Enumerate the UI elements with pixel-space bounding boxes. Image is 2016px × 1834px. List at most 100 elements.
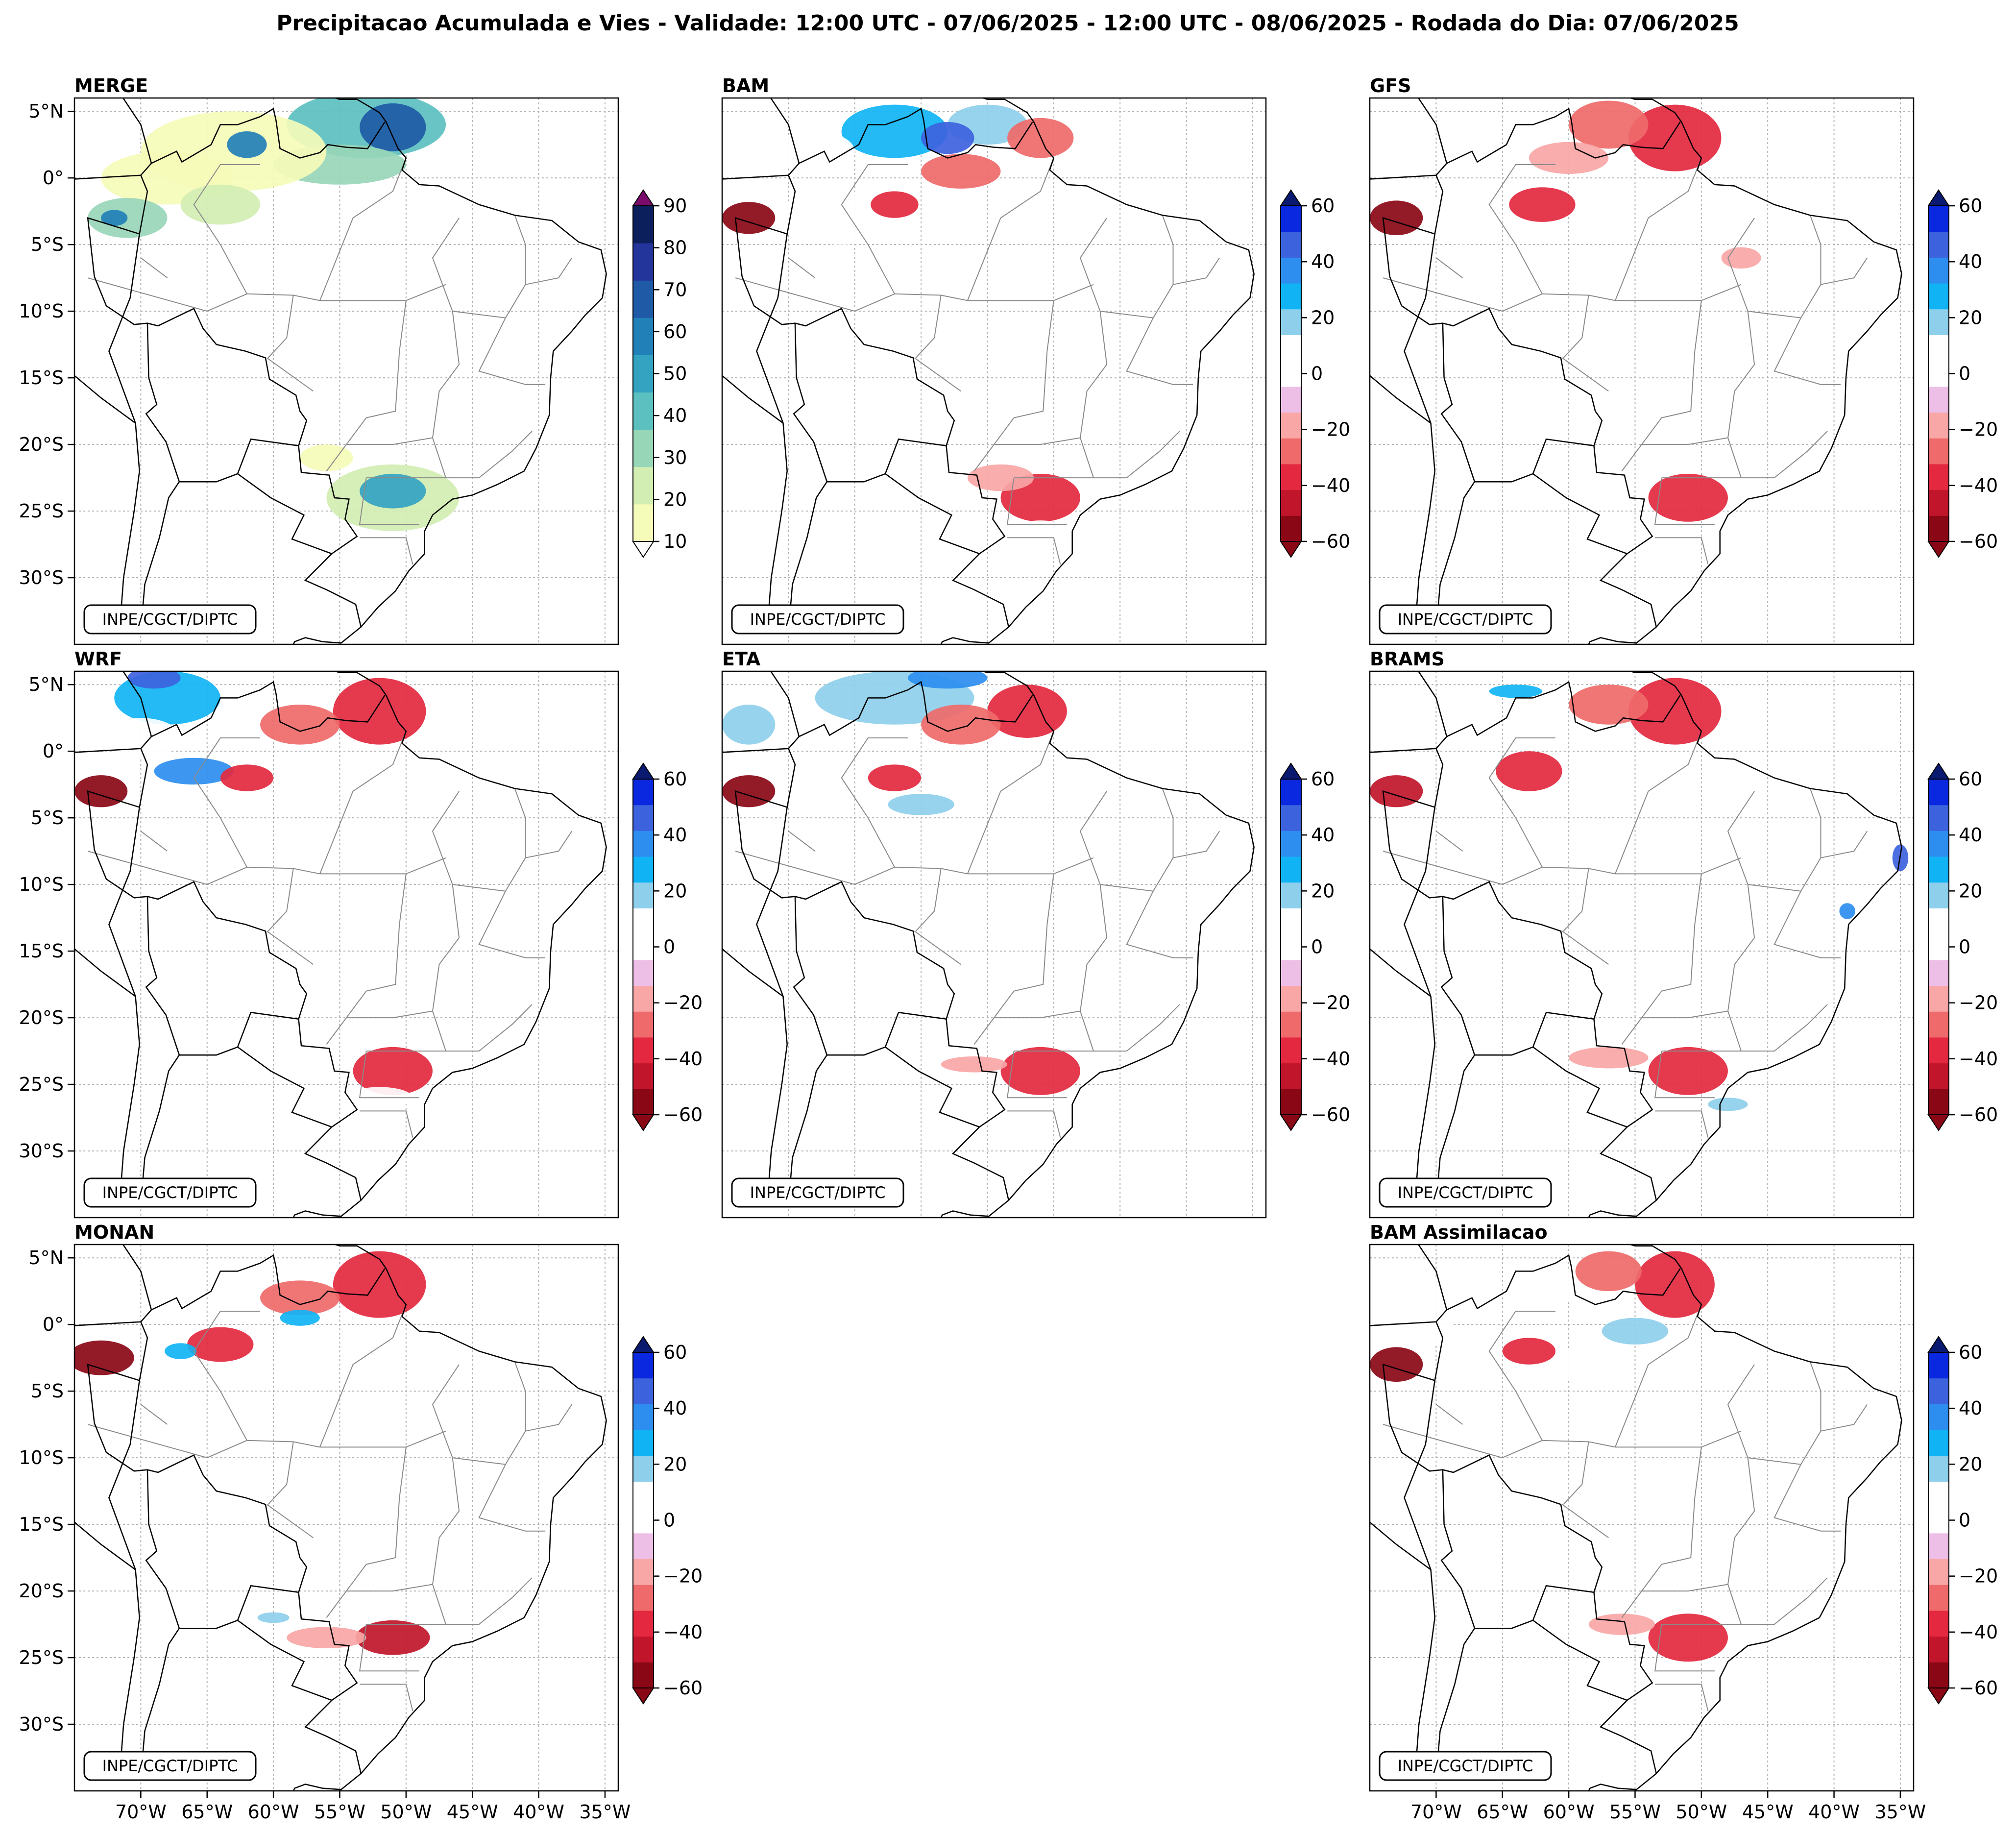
colorbar-segment [633,243,654,281]
credit-label: INPE/CGCT/DIPTC [750,610,886,629]
data-region-3 [1370,775,1423,807]
colorbar-extend-bottom [1280,541,1302,558]
map-panel-5: BRAMS INPE/CGCT/DIPTC 60 40 20 0 −20 −40 −60 [1369,648,1998,1219]
data-region-4 [1489,685,1542,698]
colorbar-tick-label: 60 [1959,195,1982,217]
credit-label: INPE/CGCT/DIPTC [102,1183,238,1202]
colorbar-tick-label: 40 [1959,824,1982,846]
country-border [1440,896,1476,1055]
colorbar-segment [633,908,654,934]
credit-label: INPE/CGCT/DIPTC [1398,610,1533,629]
colorbar: 60 40 20 0 −20 −40 −60 [632,1336,703,1705]
country-border [1532,1619,1627,1701]
data-region-8 [1000,1047,1080,1095]
colorbar-tick-label: 0 [1311,936,1323,958]
country-border [1382,681,1681,850]
data-region-1 [841,104,948,158]
colorbar-segment [1928,985,1949,1012]
data-region-2 [722,704,776,745]
colorbar-segment [633,805,654,831]
colorbar-tick-label: 0 [1959,1510,1970,1531]
state-boundary [1821,831,1868,858]
colorbar-segment [633,1559,654,1585]
data-region-9 [941,1056,1008,1073]
state-boundary [360,537,413,565]
x-tick-label: 40°W [1808,1801,1860,1823]
state-boundary [1126,891,1193,958]
country-border [788,1054,827,1204]
panel-grid: MERGE INPE/CGCT/DIPTC 5°N 0° 5°S 10°S 15°S 20°S… [19,75,1998,1823]
colorbar-tick-label: 40 [1311,251,1335,272]
coastline [292,1245,607,1791]
credit-box: INPE/CGCT/DIPTC [1379,604,1552,635]
data-region-9 [1708,1098,1748,1111]
state-boundary [1006,1051,1067,1099]
state-boundary [1614,158,1702,301]
data-region-1 [260,1280,340,1316]
colorbar: 60 40 20 0 −20 −40 −60 [1280,762,1350,1131]
x-tick-label: 65°W [1477,1801,1528,1823]
colorbar-tick-label: 0 [663,1510,675,1531]
y-tick-label: 5°N [28,100,64,122]
state-boundary [914,357,961,392]
colorbar-segment [633,856,654,883]
colorbar-tick-label: −40 [1959,475,1998,496]
state-boundary [1654,1624,1715,1672]
colorbar-segment [1281,206,1301,232]
colorbar-segment [1281,438,1301,465]
state-boundary [525,1404,573,1432]
y-tick-label: 10°S [19,874,64,895]
country-border [145,1469,180,1629]
y-tick-label: 30°S [19,1713,64,1735]
country-border [734,681,1033,850]
colorbar-segment [1928,361,1949,387]
x-tick-label: 50°W [1676,1801,1727,1823]
colorbar: 60 40 20 0 −20 −40 −60 [1927,762,1998,1131]
colorbar-segment [1928,1533,1949,1560]
colorbar-tick-label: 50 [663,363,687,385]
colorbar-tick-label: 20 [1959,880,1982,902]
country-border [94,276,362,627]
colorbar-segment [633,504,654,542]
map-content [722,98,1266,644]
colorbar-segment [1928,1352,1949,1379]
colorbar-segment [1928,1585,1949,1611]
y-tick-label: 5°S [31,234,64,255]
data-region-4 [165,1343,197,1359]
country-border [122,671,152,737]
country-border [74,174,141,180]
colorbar-tick-label: 30 [663,447,687,468]
credit-frame [731,1177,904,1208]
y-tick-label: 25°S [19,1647,64,1668]
y-tick-label: 5°N [28,674,64,695]
country-border [756,234,788,424]
credit-frame [731,604,904,635]
colorbar-segment [1928,934,1949,960]
panel-title: MERGE [74,75,148,97]
y-tick-label: 15°S [19,1514,64,1535]
state-boundary [1621,444,1642,472]
colorbar: 60 40 20 0 −20 −40 −60 [1927,189,1998,558]
colorbar-tick-label: −40 [663,1048,703,1070]
state-boundary [1614,1304,1702,1447]
y-tick-label: 0° [43,1314,64,1335]
state-boundary [1488,737,1555,868]
y-tick-label: 20°S [19,434,64,455]
colorbar-tick-label: −20 [1311,992,1350,1014]
colorbar-segment [1281,464,1301,490]
panel-title: BAM Assimilacao [1370,1222,1548,1243]
state-boundary [1655,1110,1709,1138]
state-boundary [973,1017,995,1045]
colorbar-segment [1928,1089,1949,1115]
colorbar-tick-label: −20 [663,1565,703,1587]
colorbar-segment [633,959,654,986]
colorbar-tick-label: 20 [1959,307,1982,328]
state-boundary [1563,868,1589,931]
colorbar-segment [633,1011,654,1038]
data-region-4 [227,131,267,158]
map-content [74,671,618,1218]
data-region-6 [88,197,168,238]
map-content [74,98,618,644]
colorbar-segment [1928,1063,1949,1089]
state-boundary [1006,477,1067,525]
